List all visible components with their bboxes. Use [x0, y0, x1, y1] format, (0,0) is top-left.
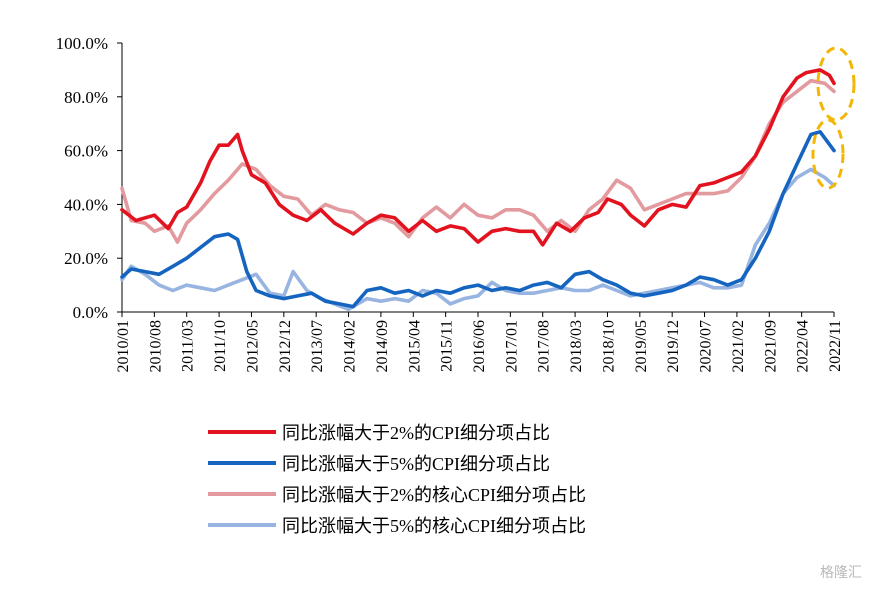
- x-tick-label: 2022/04: [795, 320, 812, 372]
- y-tick-label: 40.0%: [64, 195, 108, 214]
- x-tick-label: 2016/06: [471, 320, 488, 372]
- x-tick-label: 2011/03: [180, 320, 197, 372]
- series-line-3: [120, 78, 836, 244]
- highlight-ellipse-top: [816, 46, 856, 122]
- highlight-ellipse-bottom: [811, 118, 845, 190]
- y-tick-label: 20.0%: [64, 249, 108, 268]
- x-tick-label: 2019/12: [665, 320, 682, 372]
- y-tick-label: 60.0%: [64, 142, 108, 161]
- x-tick-label: 2022/11: [827, 320, 844, 372]
- x-tick-label: 2013/07: [309, 320, 326, 372]
- watermark-logo: 格隆汇: [820, 565, 862, 581]
- x-tick-label: 2015/04: [406, 320, 423, 372]
- x-tick-label: 2021/02: [730, 320, 747, 372]
- x-tick-label: 2018/10: [600, 320, 617, 372]
- x-tick-label: 2012/05: [244, 320, 261, 372]
- x-tick-label: 2010/01: [115, 320, 132, 372]
- x-tick-label: 2014/09: [374, 320, 391, 372]
- legend-label-1: 同比涨幅大于2%的CPI细分项占比: [282, 423, 550, 443]
- y-tick-label: 100.0%: [56, 34, 108, 53]
- x-tick-label: 2010/08: [147, 320, 164, 372]
- series-line-4: [120, 167, 836, 312]
- x-tick-label: 2018/03: [568, 320, 585, 372]
- x-tick-label: 2020/07: [698, 320, 715, 372]
- legend-label-3: 同比涨幅大于2%的核心CPI细分项占比: [282, 485, 586, 505]
- x-tick-label: 2019/05: [633, 320, 650, 372]
- legend-label-4: 同比涨幅大于5%的核心CPI细分项占比: [282, 516, 586, 536]
- x-tick-label: 2012/12: [277, 320, 294, 372]
- x-tick-label: 2015/11: [439, 320, 456, 372]
- y-tick-label: 0.0%: [73, 303, 108, 322]
- x-tick-label: 2014/02: [342, 320, 359, 372]
- x-tick-label: 2017/01: [503, 320, 520, 372]
- legend-label-2: 同比涨幅大于5%的CPI细分项占比: [282, 454, 550, 474]
- series-line-1: [120, 68, 836, 247]
- x-tick-label: 2021/09: [762, 320, 779, 372]
- y-tick-label: 80.0%: [64, 88, 108, 107]
- x-tick-label: 2011/10: [212, 320, 229, 372]
- x-tick-label: 2017/08: [536, 320, 553, 372]
- series-line-2: [120, 130, 836, 309]
